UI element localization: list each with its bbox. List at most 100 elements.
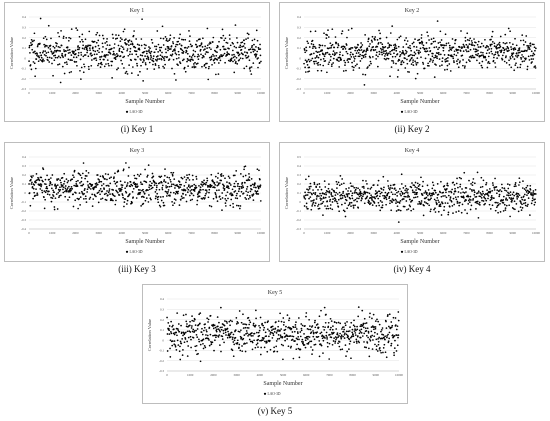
- data-point: [393, 52, 395, 55]
- data-point: [444, 33, 447, 36]
- data-point: [145, 50, 148, 53]
- data-point: [451, 38, 454, 40]
- data-point: [308, 318, 310, 321]
- data-point: [445, 191, 447, 194]
- data-point: [530, 202, 533, 205]
- data-point: [205, 66, 207, 69]
- data-point: [513, 200, 516, 203]
- legend-label: LAO-3D: [405, 250, 418, 254]
- data-point: [482, 200, 485, 202]
- data-point: [148, 188, 151, 191]
- data-point: [432, 192, 434, 194]
- data-point: [43, 43, 46, 46]
- data-point: [391, 25, 394, 27]
- data-point: [133, 30, 135, 32]
- data-point: [317, 335, 320, 338]
- data-point: [359, 336, 362, 339]
- data-point: [125, 185, 128, 188]
- data-point: [50, 37, 52, 40]
- data-point: [91, 183, 94, 186]
- data-point: [445, 196, 448, 199]
- data-point: [401, 60, 404, 62]
- data-point: [210, 173, 213, 176]
- data-point: [52, 45, 55, 48]
- data-point: [345, 188, 347, 190]
- data-point: [231, 188, 234, 191]
- data-point: [119, 40, 122, 43]
- data-point: [303, 205, 306, 207]
- x-tick-label: 5000: [417, 231, 424, 235]
- data-point: [497, 202, 499, 204]
- data-point: [210, 205, 213, 208]
- data-point: [336, 46, 339, 49]
- data-point: [337, 44, 340, 47]
- data-point: [509, 194, 512, 197]
- data-point: [64, 195, 67, 198]
- data-point: [406, 192, 409, 194]
- data-point: [146, 176, 148, 178]
- data-point: [490, 38, 492, 41]
- data-point: [117, 191, 119, 194]
- data-point: [339, 51, 341, 54]
- data-point: [241, 185, 244, 187]
- data-point: [126, 184, 128, 186]
- data-point: [476, 202, 478, 205]
- data-point: [180, 342, 183, 345]
- data-point: [490, 47, 493, 50]
- data-point: [236, 339, 239, 342]
- data-point: [123, 28, 126, 31]
- data-point: [222, 332, 225, 335]
- data-point: [345, 355, 347, 358]
- data-point: [362, 54, 365, 57]
- data-point: [340, 197, 342, 200]
- data-point: [393, 334, 396, 337]
- data-point: [414, 193, 416, 196]
- data-point: [303, 333, 305, 335]
- data-point: [309, 30, 312, 33]
- data-point: [382, 334, 385, 336]
- data-point: [33, 184, 36, 186]
- data-point: [432, 40, 435, 43]
- chart-caption: (ii) Key 2: [394, 124, 430, 134]
- data-point: [395, 49, 398, 52]
- data-point: [119, 55, 122, 57]
- data-point: [138, 44, 141, 46]
- data-point: [52, 189, 54, 192]
- data-point: [350, 27, 353, 30]
- data-point: [347, 330, 350, 333]
- data-point: [342, 47, 345, 50]
- x-tick-label: 7000: [326, 373, 333, 377]
- data-point: [117, 34, 120, 37]
- data-point: [206, 179, 209, 182]
- data-point: [338, 191, 341, 194]
- data-point: [521, 34, 524, 36]
- data-point: [371, 317, 373, 320]
- data-point: [532, 194, 534, 197]
- data-point: [128, 64, 130, 67]
- data-point: [512, 43, 514, 46]
- data-point: [533, 203, 536, 206]
- data-point: [269, 331, 272, 334]
- data-point: [466, 39, 469, 41]
- data-point: [220, 173, 223, 175]
- data-point: [200, 42, 203, 44]
- data-point: [414, 52, 417, 55]
- data-point: [120, 190, 122, 192]
- data-point: [345, 330, 348, 333]
- data-point: [330, 46, 332, 49]
- data-point: [394, 193, 396, 196]
- data-point: [233, 343, 236, 346]
- data-point: [410, 186, 413, 189]
- data-point: [523, 188, 526, 190]
- data-point: [106, 178, 108, 181]
- data-point: [354, 198, 357, 201]
- data-point: [29, 204, 32, 207]
- data-point: [235, 170, 238, 172]
- data-point: [236, 192, 238, 195]
- data-point: [397, 319, 400, 322]
- data-point: [389, 199, 392, 202]
- data-point: [289, 335, 292, 337]
- data-point: [300, 329, 303, 332]
- y-tick-label: 0.3: [297, 25, 301, 29]
- data-point: [269, 348, 272, 351]
